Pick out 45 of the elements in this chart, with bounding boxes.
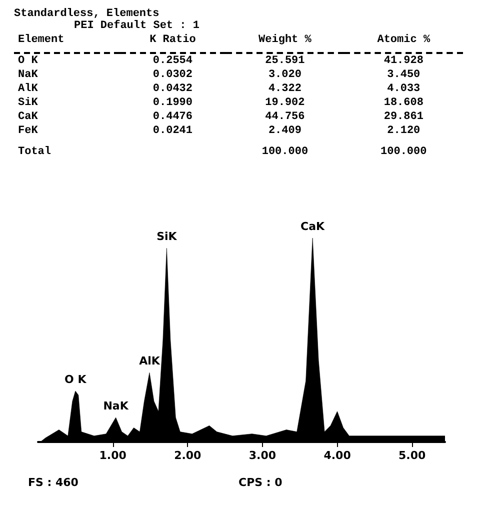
category-label: K Ratio [148,33,197,48]
text: 3.020 [268,69,302,81]
text: 25.591 [265,55,305,67]
category-label: FeK [18,125,38,137]
x-tick-label: 2.00 [174,449,202,462]
annotation: NaK [103,400,129,413]
category-label: Element [17,33,66,48]
text: Standardless, Elements [14,8,160,20]
category-label: NaK [18,69,38,81]
text: 2.409 [268,125,302,137]
text: 0.2554 [152,55,193,67]
text: 19.902 [265,97,305,109]
text: 0.0432 [152,83,193,95]
category-label: Weight % [258,33,312,48]
x-tick-label: 5.00 [398,449,426,462]
annotation: SiK [156,230,178,244]
x-tick-label: 4.00 [324,449,352,462]
text: 100.000 [380,146,427,158]
text: 4.033 [387,83,420,95]
text: 2.120 [387,125,420,137]
text: 4.322 [268,83,302,95]
category-label: SiK [18,97,38,109]
text: 29.861 [384,111,424,123]
annotation: O K [64,373,87,386]
text: 0.1990 [152,97,193,109]
category-label: CaK [18,111,38,123]
text: CPS : 0 [238,476,283,489]
text: 41.928 [384,55,424,67]
x-tick-label: 1.00 [99,449,127,462]
text: 0.0302 [152,69,193,81]
text: 18.608 [384,97,424,109]
text: 0.0241 [152,125,193,137]
text: FS : 460 [28,476,79,489]
text: 44.756 [265,111,305,123]
annotation: CaK [300,220,326,233]
text: 0.4476 [152,111,193,123]
text: 100.000 [262,146,308,158]
category-label: Atomic % [376,33,432,48]
category-label: O K [18,55,38,67]
category-label: Total [18,146,52,158]
annotation: AlK [139,354,160,368]
text: 3.450 [387,69,420,81]
x-tick-label: 3.00 [248,449,276,462]
category-label: AlK [18,83,38,95]
text: PEI Default Set : 1 [73,20,200,32]
